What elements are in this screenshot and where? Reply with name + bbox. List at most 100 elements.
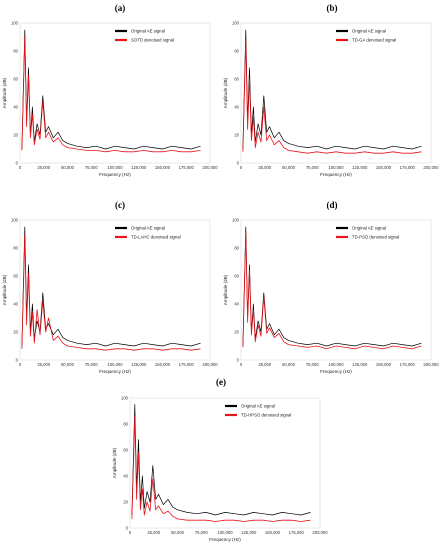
x-tick-label: 150,000: [376, 362, 392, 367]
x-tick-label: 25,000: [147, 530, 160, 535]
x-tick-label: 125,000: [241, 530, 257, 535]
chart-panel-e: 0 20 40 60 80 100 0 25,000 50,000 75,000 100,000 12…: [112, 396, 328, 543]
x-tick-label: 25,000: [37, 165, 50, 170]
y-tick-label: 0: [126, 526, 129, 531]
y-tick-label: 0: [16, 358, 19, 363]
y-tick-label: 20: [13, 133, 18, 138]
x-tick-label: 50,000: [61, 165, 74, 170]
plot-area: [240, 22, 432, 164]
series-line-denoised: [21, 234, 201, 351]
series-line-denoised: [21, 36, 201, 153]
x-tick-label: 200,000: [202, 165, 218, 170]
y-tick-label: 40: [13, 302, 18, 307]
x-axis-label: Frequency (Hz): [99, 369, 131, 374]
legend-label: Original AE signal: [131, 226, 165, 231]
y-tick-label: 100: [121, 396, 129, 401]
y-tick-label: 80: [13, 49, 18, 54]
y-tick-label: 40: [234, 105, 239, 110]
x-tick-label: 50,000: [171, 530, 184, 535]
series-line-denoised: [242, 232, 422, 350]
y-tick-label: 100: [232, 218, 240, 223]
x-tick-label: 25,000: [258, 165, 271, 170]
plot-area: [19, 219, 211, 361]
panel-label-c: (c): [115, 200, 125, 210]
x-tick-label: 75,000: [195, 530, 208, 535]
y-tick-label: 100: [11, 218, 19, 223]
legend-label: TD-PSO denoised signal: [352, 235, 399, 240]
y-tick-label: 80: [234, 49, 239, 54]
panel-label-b: (b): [326, 3, 338, 13]
x-tick-label: 175,000: [179, 165, 195, 170]
y-tick-label: 60: [13, 274, 18, 279]
chart-panel-a: 0 20 40 60 80 100 0 25,000 50,000 75,000 100,000 12…: [2, 21, 218, 178]
x-tick-label: 150,000: [155, 165, 171, 170]
x-tick-label: 125,000: [131, 165, 147, 170]
x-tick-label: 50,000: [61, 362, 74, 367]
x-tick-label: 125,000: [131, 362, 147, 367]
plot-area: [129, 397, 321, 529]
series-line-original: [242, 29, 422, 150]
x-tick-label: 100,000: [217, 530, 233, 535]
panel-label-a: (a): [114, 3, 126, 13]
x-tick-label: 175,000: [400, 165, 416, 170]
x-tick-label: 25,000: [258, 362, 271, 367]
x-tick-label: 200,000: [423, 362, 439, 367]
y-tick-label: 100: [232, 21, 240, 26]
y-tick-label: 40: [123, 474, 128, 479]
x-tick-label: 100,000: [328, 165, 344, 170]
y-tick-label: 20: [234, 330, 239, 335]
legend-label: TD-HPSO denoised signal: [241, 413, 291, 418]
x-tick-label: 75,000: [85, 165, 98, 170]
x-tick-label: 25,000: [37, 362, 50, 367]
x-tick-label: 0: [240, 165, 243, 170]
x-tick-label: 150,000: [155, 362, 171, 367]
plot-area: [240, 219, 432, 361]
x-tick-label: 150,000: [265, 530, 281, 535]
y-tick-label: 60: [13, 77, 18, 82]
x-tick-label: 200,000: [202, 362, 218, 367]
series-line-original: [21, 226, 201, 347]
x-tick-label: 100,000: [107, 165, 123, 170]
legend-label: TD-LAHC denoised signal: [131, 235, 181, 240]
legend-label: Original AE signal: [352, 29, 386, 34]
chart-panel-c: 0 20 40 60 80 100 0 25,000 50,000 75,000 100,000 12…: [2, 218, 218, 375]
y-axis-label: Amplitude (dB): [2, 274, 7, 305]
x-axis-label: Frequency (Hz): [99, 172, 131, 177]
plot-area: [19, 22, 211, 164]
series-line-original: [131, 404, 311, 516]
y-tick-label: 60: [123, 448, 128, 453]
x-tick-label: 75,000: [306, 165, 319, 170]
legend-label: Original AE signal: [352, 226, 386, 231]
x-tick-label: 0: [129, 530, 132, 535]
x-tick-label: 150,000: [376, 165, 392, 170]
y-tick-label: 100: [11, 21, 19, 26]
legend-label: SOTD denoised signal: [131, 38, 174, 43]
x-tick-label: 200,000: [312, 530, 328, 535]
y-tick-label: 20: [234, 133, 239, 138]
x-tick-label: 175,000: [400, 362, 416, 367]
x-tick-label: 75,000: [306, 362, 319, 367]
series-line-original: [242, 226, 422, 347]
chart-panel-d: 0 20 40 60 80 100 0 25,000 50,000 75,000 100,000 12…: [223, 218, 439, 375]
y-tick-label: 80: [13, 246, 18, 251]
x-tick-label: 100,000: [107, 362, 123, 367]
x-tick-label: 75,000: [85, 362, 98, 367]
y-tick-label: 60: [234, 77, 239, 82]
y-axis-label: Amplitude (dB): [2, 77, 7, 108]
y-axis-label: Amplitude (dB): [223, 274, 228, 305]
x-tick-label: 50,000: [282, 362, 295, 367]
y-tick-label: 20: [123, 500, 128, 505]
y-axis-label: Amplitude (dB): [223, 77, 228, 108]
y-tick-label: 80: [234, 246, 239, 251]
legend-label: Original AE signal: [241, 404, 275, 409]
y-tick-label: 0: [16, 161, 19, 166]
x-axis-label: Frequency (Hz): [209, 537, 241, 542]
x-tick-label: 175,000: [179, 362, 195, 367]
x-tick-label: 0: [240, 362, 243, 367]
y-tick-label: 40: [234, 302, 239, 307]
x-tick-label: 175,000: [289, 530, 305, 535]
x-tick-label: 0: [19, 362, 22, 367]
x-tick-label: 100,000: [328, 362, 344, 367]
panel-label-e: (e): [216, 377, 226, 387]
y-tick-label: 60: [234, 274, 239, 279]
